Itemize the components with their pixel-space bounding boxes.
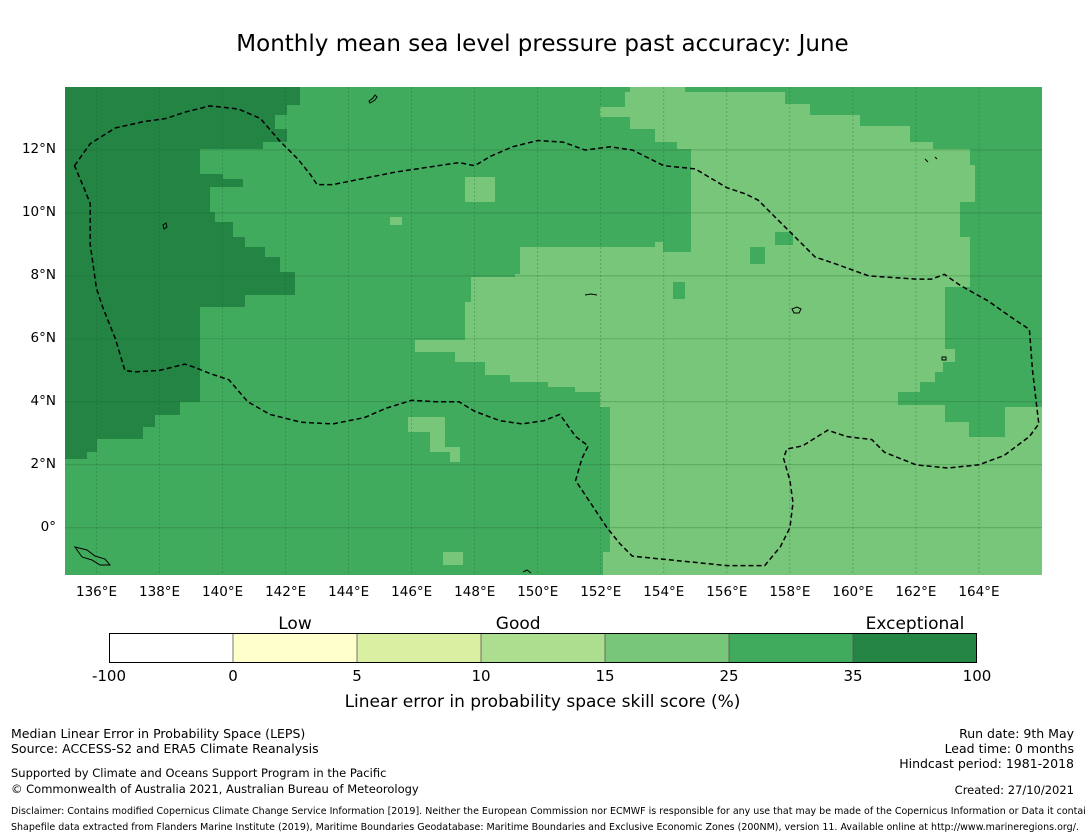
colorbar-tick-label: 0 [228, 667, 238, 685]
colorbar-bin [109, 633, 233, 663]
graticule [65, 87, 1042, 575]
x-tick-label: 146°E [391, 584, 433, 600]
created-date: Created: 27/10/2021 [954, 783, 1074, 797]
colorbar-bin [605, 633, 729, 663]
copyright-text: © Commonwealth of Australia 2021, Austra… [11, 782, 419, 796]
colorbar-tick-label: -100 [91, 667, 127, 685]
map-canvas [65, 87, 1042, 575]
colorbar-bin [853, 633, 977, 663]
legend-category: Exceptional [865, 614, 965, 634]
chart-title: Monthly mean sea level pressure past acc… [236, 31, 849, 57]
x-tick-label: 148°E [454, 584, 496, 600]
x-tick-label: 142°E [265, 584, 307, 600]
colorbar-tick-label: 5 [352, 667, 362, 685]
x-tick-label: 156°E [706, 584, 748, 600]
x-tick-label: 152°E [580, 584, 622, 600]
skill-region-moderate-east-3 [775, 232, 793, 245]
colorbar [109, 633, 977, 663]
x-tick-label: 138°E [139, 584, 181, 600]
x-tick-label: 136°E [75, 584, 118, 600]
hindcast-period: Hindcast period: 1981-2018 [899, 756, 1074, 771]
skill-region-good-patch-4 [443, 552, 463, 565]
y-tick-label: 8°N [30, 266, 56, 283]
x-tick-label: 144°E [328, 584, 370, 600]
skill-region-good-patch-1 [465, 177, 495, 202]
y-tick-label: 0° [40, 518, 56, 535]
colorbar-bin [357, 633, 481, 663]
lead-time: Lead time: 0 months [944, 741, 1074, 756]
support-text: Supported by Climate and Oceans Support … [11, 766, 387, 780]
colorbar-bin [481, 633, 605, 663]
x-tick-label: 160°E [832, 584, 874, 600]
x-tick-label: 158°E [769, 584, 811, 600]
x-tick-label: 140°E [202, 584, 244, 600]
skill-region-good-patch-3 [408, 417, 460, 462]
method-text: Median Linear Error in Probability Space… [11, 726, 306, 741]
colorbar-tick-label: 100 [962, 667, 992, 685]
y-tick-label: 6°N [30, 329, 56, 346]
y-tick-label: 4°N [30, 392, 56, 409]
colorbar-bin [233, 633, 357, 663]
x-tick-label: 164°E [958, 584, 1000, 600]
skill-region-moderate-east-5 [673, 282, 685, 299]
colorbar-tick-label: 35 [843, 667, 863, 685]
y-tick-label: 12°N [21, 140, 56, 157]
y-tick-label: 2°N [30, 455, 56, 472]
x-tick-label: 154°E [643, 584, 685, 600]
y-tick-label: 10°N [21, 203, 56, 220]
eez-boundary [73, 105, 1040, 567]
x-tick-label: 150°E [517, 584, 559, 600]
colorbar-tick-label: 25 [719, 667, 739, 685]
colorbar-bin [729, 633, 853, 663]
skill-region-moderate-east-4 [750, 247, 765, 264]
skill-map [65, 87, 1042, 575]
x-tick-label: 162°E [895, 584, 937, 600]
legend-category: Good [495, 614, 541, 634]
skill-region-moderate-east-1 [785, 87, 970, 149]
skill-region-moderate-east-2 [1010, 112, 1030, 125]
source-text: Source: ACCESS-S2 and ERA5 Climate Reana… [11, 741, 319, 756]
island-outlines [73, 94, 947, 574]
skill-region-good-patch-2 [390, 217, 402, 225]
run-date: Run date: 9th May [959, 726, 1074, 741]
colorbar-frame [109, 633, 977, 663]
colorbar-label: Linear error in probability space skill … [344, 692, 741, 712]
colorbar-tick-label: 10 [471, 667, 491, 685]
legend-category: Low [278, 614, 312, 634]
shapefile-credit: Shapefile data extracted from Flanders M… [11, 822, 1079, 833]
colorbar-tick-label: 15 [595, 667, 615, 685]
disclaimer-text: Disclaimer: Contains modified Copernicus… [11, 806, 1085, 817]
